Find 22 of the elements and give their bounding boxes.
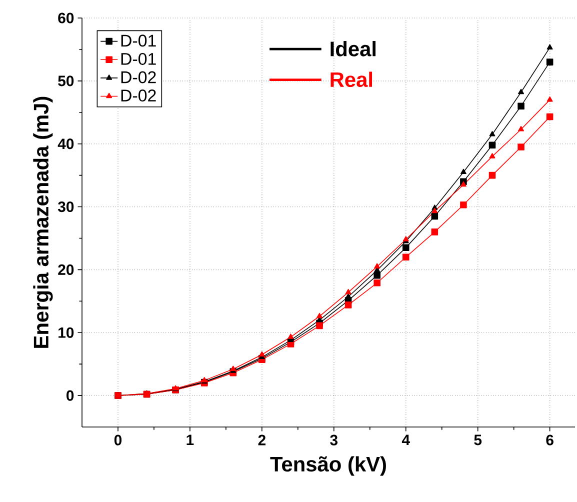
x-tick-label: 5 [474, 434, 482, 446]
legend-label: D-01 [121, 52, 156, 65]
legend-label: D-02 [121, 71, 156, 84]
x-tick-label: 2 [258, 434, 266, 446]
x-tick-label: 1 [186, 434, 194, 446]
y-tick-label: 40 [58, 138, 74, 150]
y-tick-label: 50 [58, 76, 74, 86]
y-axis-title: Energia armazenada (mJ) [33, 96, 53, 348]
y-tick-label: 10 [58, 327, 74, 338]
x-tick-label: 3 [330, 434, 338, 446]
x-axis-title: Tensão (kV) [270, 456, 386, 476]
x-tick-label: 4 [402, 434, 410, 446]
x-tick-label: 0 [114, 434, 122, 446]
y-tick-label: 30 [58, 201, 74, 212]
y-tick-label: 60 [58, 12, 74, 24]
x-tick-label: 6 [546, 434, 554, 446]
annotation: Ideal [330, 41, 376, 56]
legend-label: D-01 [121, 34, 156, 47]
y-tick-label: 0 [66, 390, 74, 401]
y-tick-label: 20 [58, 264, 74, 275]
annotation: Real [330, 72, 372, 88]
legend-label: D-02 [121, 90, 156, 102]
